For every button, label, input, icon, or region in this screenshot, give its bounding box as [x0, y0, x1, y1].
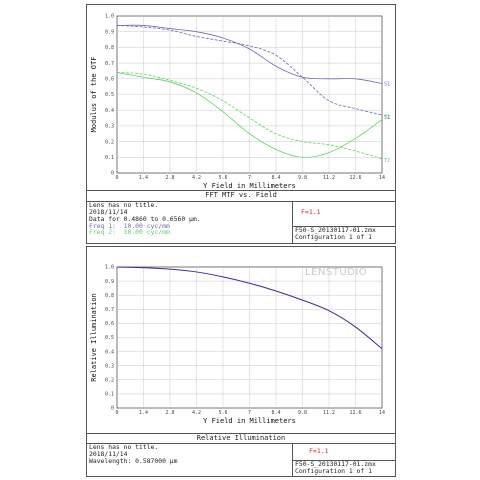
x-tick-label: 12.6 [349, 175, 361, 181]
mtf-configuration: Configuration 1 of 1 [295, 233, 372, 241]
ri-configuration: Configuration 1 of 1 [295, 467, 372, 475]
x-tick-label: 5.6 [218, 175, 227, 181]
mtf-info-right: F=1.1 F50-S_20130117-01.zmx Configuratio… [292, 201, 396, 244]
y-tick-label: 0.7 [105, 61, 114, 67]
mtf-info-block: FFT MTF vs. Field Lens has no title. 201… [87, 190, 396, 244]
mtf-info-data-range: Data for 0.4860 to 0.6560 µm. [89, 215, 201, 223]
x-tick-label: 0 [115, 410, 118, 416]
ri-info-wavelength: Wavelength: 0.587000 µm [89, 457, 178, 465]
ri-info-lens: Lens has no title. [89, 443, 159, 451]
y-tick-label: 0.1 [105, 155, 114, 161]
mtf-fnumber: F=1.1 [301, 208, 321, 216]
y-tick-label: 0.3 [105, 124, 114, 130]
mtf-info-lens: Lens has no title. [89, 201, 159, 209]
mtf-info-freq2: Freq 2: 30.00 cyc/mm [89, 228, 170, 236]
ri-info-date: 2018/11/14 [89, 450, 128, 458]
x-tick-label: 8.4 [271, 410, 280, 416]
y-tick-label: 0.7 [105, 307, 114, 313]
y-tick-label: 1.0 [105, 14, 114, 20]
y-tick-label: 0 [111, 171, 114, 177]
x-tick-label: 9.8 [298, 175, 307, 181]
y-tick-label: 0.4 [105, 108, 114, 114]
x-tick-label: 7 [248, 175, 251, 181]
mtf-chart: 0 1.4 2.8 4.2 5.6 7 8.4 9.8 11.2 12.6 14 0 0.1 0.2 0.3… [90, 14, 390, 190]
ri-chart: 0 1.4 2.8 4.2 5.6 7 8.4 9.8 11.2 12.6 14 0 0.1 0.2 0.3… [90, 265, 385, 425]
y-tick-label: 0.9 [105, 29, 114, 35]
mtf-info-date: 2018/11/14 [89, 208, 128, 216]
ri-panel: 0 1.4 2.8 4.2 5.6 7 8.4 9.8 11.2 12.6 14 0 0.1 0.2 0.3… [86, 246, 396, 477]
series-label-s2: S2 [384, 115, 390, 121]
y-tick-label: 0.9 [105, 279, 114, 285]
x-tick-label: 4.2 [192, 410, 201, 416]
x-tick-label: 8.4 [271, 175, 280, 181]
x-tick-label: 11.2 [323, 175, 335, 181]
mtf-panel: 0 1.4 2.8 4.2 5.6 7 8.4 9.8 11.2 12.6 14 0 0.1 0.2 0.3… [86, 4, 396, 244]
x-tick-label: 2.8 [165, 410, 174, 416]
y-tick-label: 0.6 [105, 321, 114, 327]
mtf-file-name: F50-S_20130117-01.zmx [295, 226, 376, 234]
y-tick-label: 0.2 [105, 139, 114, 145]
series-line-t2 [116, 72, 383, 160]
y-tick-label: 0.5 [105, 92, 114, 98]
lenstudio-watermark: LENSTUDIO [305, 267, 368, 278]
series-line-s1 [116, 24, 383, 84]
series-label-t2: T2 [384, 158, 390, 164]
series-line-0 [116, 266, 383, 350]
y-tick-label: 0.2 [105, 378, 114, 384]
y-tick-label: 0.6 [105, 77, 114, 83]
x-tick-label: 7 [248, 410, 251, 416]
ri-file-name: F50-S_20130117-01.zmx [295, 460, 376, 468]
y-tick-label: 0.4 [105, 349, 114, 355]
x-tick-label: 5.6 [218, 410, 227, 416]
y-axis-label: Relative Illumination [90, 293, 98, 382]
x-tick-label: 14 [379, 175, 385, 181]
x-tick-label: 4.2 [192, 175, 201, 181]
mtf-info-title: FFT MTF vs. Field [205, 191, 277, 199]
x-tick-label: 2.8 [165, 175, 174, 181]
series-line-s2 [116, 72, 383, 158]
x-tick-label: 1.4 [139, 175, 148, 181]
series-line-t1 [116, 25, 383, 116]
y-tick-label: 0.1 [105, 392, 114, 398]
x-tick-label: 11.2 [323, 410, 335, 416]
y-tick-label: 0.8 [105, 293, 114, 299]
y-tick-label: 0.3 [105, 363, 114, 369]
y-tick-label: 0.8 [105, 45, 114, 51]
series-label-s1: S1 [384, 82, 390, 88]
ri-info-right: F=1.1 F50-S_20130117-01.zmx Configuratio… [292, 443, 396, 477]
ri-fnumber: F=1.1 [309, 447, 329, 455]
x-tick-label: 14 [379, 410, 385, 416]
mtf-info-freq1: Freq 1: 10.00 cyc/mm [89, 222, 170, 230]
x-tick-label: 9.8 [298, 410, 307, 416]
x-axis-label: Y Field in Millimeters [203, 417, 296, 425]
series-label-t1: T1 [384, 115, 390, 121]
x-axis-label: Y Field in Millimeters [203, 182, 296, 190]
x-tick-label: 0 [115, 175, 118, 181]
y-tick-label: 1.0 [105, 265, 114, 271]
y-tick-label: 0 [111, 406, 114, 412]
x-tick-label: 12.6 [349, 410, 361, 416]
y-axis-label: Modulus of the OTF [90, 57, 98, 133]
ri-info-title: Relative Illumination [196, 434, 286, 442]
x-tick-label: 1.4 [139, 410, 148, 416]
y-tick-label: 0.5 [105, 335, 114, 341]
ri-info-block: Relative Illumination Lens has no title.… [87, 433, 396, 477]
